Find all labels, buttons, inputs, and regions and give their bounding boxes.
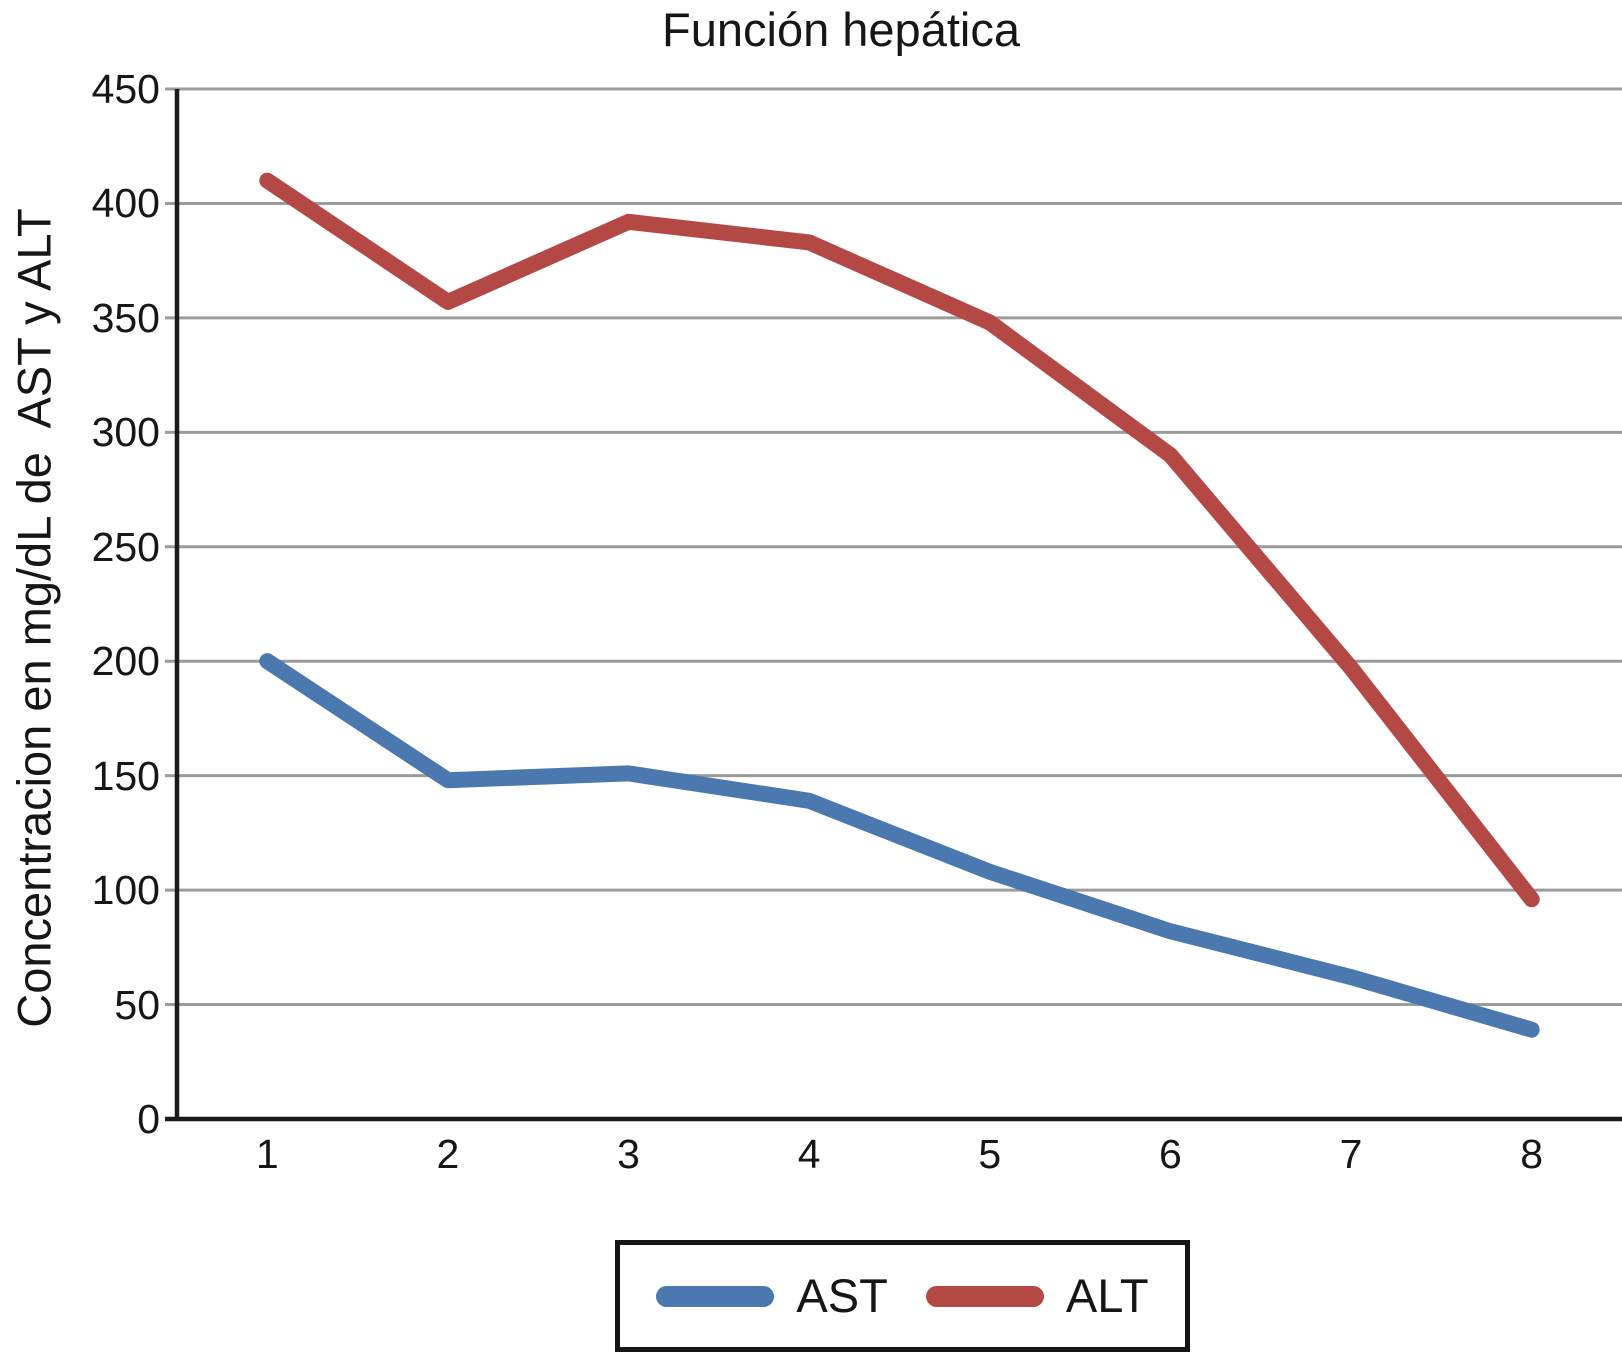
legend: AST ALT (615, 1240, 1190, 1352)
alt-line (259, 172, 1540, 908)
y-tick-label: 450 (91, 66, 160, 112)
x-tick-label: 7 (1339, 1131, 1363, 1177)
plot-area (165, 87, 1622, 1122)
y-tick-label: 350 (91, 294, 160, 341)
ast-line (259, 653, 1540, 1038)
x-tick-label: 5 (978, 1131, 1002, 1177)
y-tick-label: 200 (91, 638, 160, 685)
x-tick-label: 4 (797, 1131, 821, 1177)
legend-item-ast: AST (656, 1266, 888, 1326)
y-tick-label: 150 (91, 752, 160, 799)
x-tick-label: 1 (255, 1131, 279, 1177)
ast-legend-label: AST (796, 1269, 888, 1322)
x-axis-tick-labels: 1 2 3 4 5 6 7 8 (177, 1130, 1622, 1182)
y-tick-label: 250 (91, 523, 160, 570)
y-axis-tick-labels: 0 50 100 150 200 250 300 350 400 450 (0, 66, 160, 1142)
y-tick-label: 300 (91, 409, 160, 456)
y-tick-label: 100 (91, 867, 160, 914)
y-tick-label: 400 (91, 180, 160, 227)
legend-item-alt: ALT (925, 1266, 1149, 1326)
y-tick-label: 50 (114, 981, 160, 1028)
x-tick-label: 6 (1159, 1131, 1182, 1177)
y-tick-label: 0 (137, 1096, 160, 1142)
x-tick-label: 8 (1520, 1131, 1544, 1177)
ast-legend-swatch (656, 1285, 775, 1307)
x-tick-label: 3 (617, 1131, 640, 1177)
x-tick-label: 2 (436, 1131, 460, 1177)
chart-svg (165, 87, 1622, 1122)
alt-legend-swatch (925, 1285, 1044, 1307)
chart-title: Función hepática (662, 3, 1020, 56)
alt-legend-label: ALT (1065, 1269, 1149, 1322)
